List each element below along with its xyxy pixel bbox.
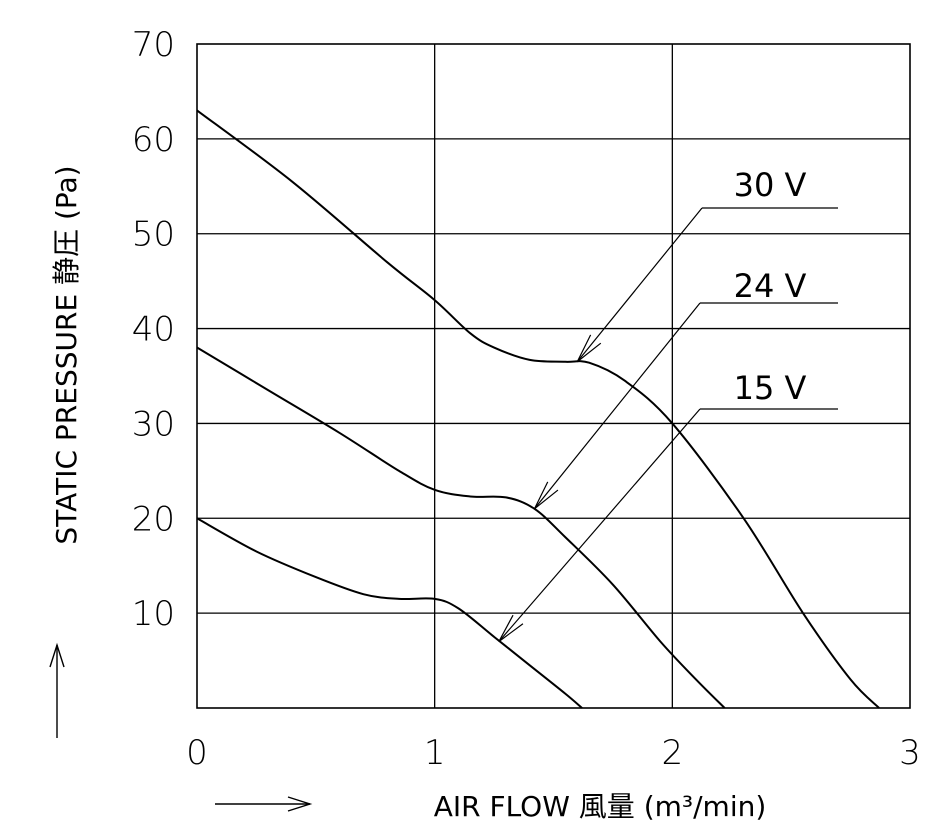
annotation-arrow [576, 207, 703, 363]
x-tick-label: 2 [662, 733, 684, 773]
series-line-3 [196, 517, 583, 709]
x-tick-label: 0 [186, 733, 208, 773]
x-tick-label: 1 [424, 733, 446, 773]
y-tick-label: 30 [132, 404, 175, 444]
series-line-2 [196, 346, 726, 709]
x-axis-title: AIR FLOW 風量 (m³/min) [434, 790, 767, 823]
annotation-leaders: 30 V 24 V 15 V [498, 166, 838, 643]
y-axis-arrow [49, 642, 65, 738]
y-tick-label: 40 [132, 310, 175, 350]
annotation-arrowhead [533, 481, 559, 510]
annotation-arrow [498, 408, 701, 642]
grid [197, 44, 910, 708]
plot-frame [196, 43, 911, 709]
annotation-label: 15 V [734, 369, 807, 407]
curves [196, 109, 880, 709]
y-tick-label: 60 [132, 120, 175, 160]
x-axis-arrow [215, 796, 313, 812]
annotation-arrowhead [498, 614, 524, 643]
annotation-label: 30 V [734, 166, 807, 204]
x-tick-label: 3 [899, 733, 921, 773]
y-tick-label: 20 [132, 499, 175, 539]
y-tick-label: 10 [132, 594, 175, 634]
tick-labels: 0 1 2 3 10 20 30 40 50 60 70 [132, 25, 921, 773]
annotation-arrowhead [576, 334, 602, 363]
y-axis-title: STATIC PRESSURE 静圧 (Pa) [50, 165, 83, 544]
series-line-1 [196, 109, 880, 709]
y-tick-label: 70 [132, 25, 175, 65]
y-tick-label: 50 [132, 215, 175, 255]
annotation-label: 24 V [734, 267, 807, 305]
annotation-arrow [534, 302, 701, 510]
